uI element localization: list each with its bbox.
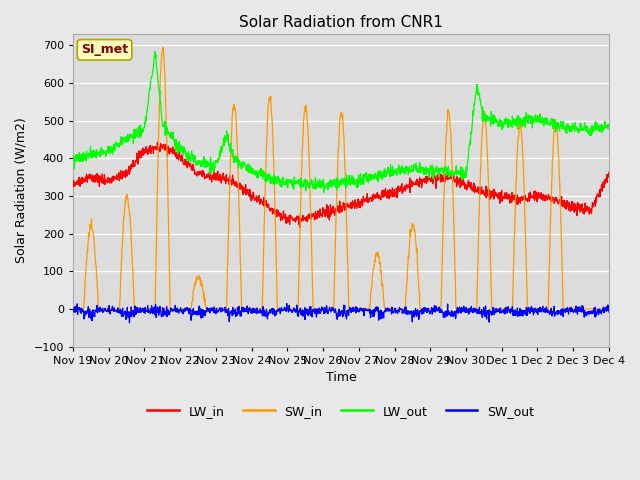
Y-axis label: Solar Radiation (W/m2): Solar Radiation (W/m2) bbox=[15, 118, 28, 263]
Text: SI_met: SI_met bbox=[81, 43, 128, 56]
Legend: LW_in, SW_in, LW_out, SW_out: LW_in, SW_in, LW_out, SW_out bbox=[143, 400, 540, 423]
X-axis label: Time: Time bbox=[326, 372, 356, 384]
Title: Solar Radiation from CNR1: Solar Radiation from CNR1 bbox=[239, 15, 443, 30]
